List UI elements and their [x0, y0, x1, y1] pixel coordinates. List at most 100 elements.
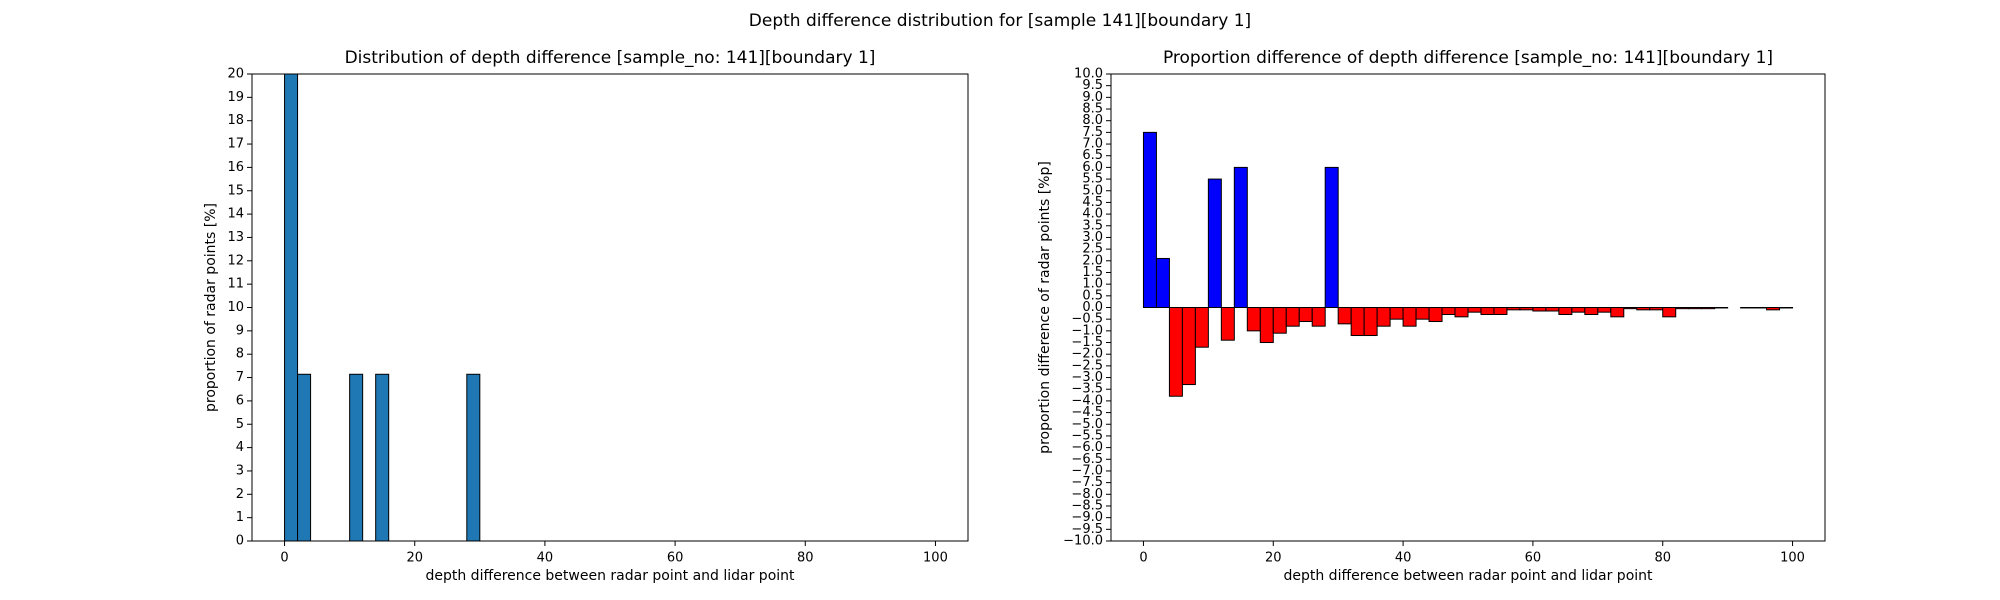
bar: [1350, 307, 1365, 337]
bar: [1688, 307, 1703, 310]
y-tick-label: 3.5: [1082, 218, 1103, 233]
y-tick-label: −9.0: [1071, 510, 1103, 525]
bar: [1246, 307, 1261, 332]
y-tick-label: −1.0: [1071, 323, 1103, 338]
y-tick-label: −4.5: [1071, 405, 1103, 420]
x-tick-label: 80: [797, 551, 814, 566]
bar: [1337, 307, 1352, 325]
y-tick-label: 19: [227, 90, 244, 105]
bar: [1415, 307, 1430, 320]
bar: [1649, 307, 1664, 311]
y-tick-label: −6.0: [1071, 440, 1103, 455]
y-tick-label: 15: [227, 183, 244, 198]
y-tick-label: −7.0: [1071, 463, 1103, 478]
bar: [1168, 307, 1183, 397]
bar: [1480, 307, 1495, 316]
x-tick-label: 40: [1395, 551, 1412, 566]
y-tick-label: 9.0: [1082, 90, 1103, 105]
y-tick-label: 20: [227, 67, 244, 82]
bar: [1441, 307, 1456, 316]
bar: [1428, 307, 1443, 323]
bar: [1636, 307, 1651, 311]
bar: [1363, 307, 1378, 337]
y-tick-label: −3.0: [1071, 370, 1103, 385]
bar: [1298, 307, 1313, 323]
y-tick-label: −0.5: [1071, 312, 1103, 327]
bar: [1207, 178, 1222, 308]
y-tick-label: 16: [227, 160, 244, 175]
bar: [1181, 307, 1196, 386]
x-tick-label: 0: [1139, 551, 1147, 566]
bar: [1233, 166, 1248, 308]
bar: [1259, 307, 1274, 344]
bar: [1545, 307, 1560, 312]
x-tick-label: 0: [280, 551, 288, 566]
bar: [349, 373, 364, 541]
figure-title: Depth difference distribution for [sampl…: [749, 11, 1251, 31]
y-tick-label: 6: [236, 393, 244, 408]
y-tick-label: −5.5: [1071, 428, 1103, 443]
bar: [1142, 131, 1157, 308]
y-tick-label: 2.5: [1082, 242, 1103, 257]
bar: [1324, 166, 1339, 308]
y-tick-label: −9.5: [1071, 522, 1103, 537]
y-tick-label: 1.5: [1082, 265, 1103, 280]
bar: [1519, 307, 1534, 311]
plot-area: [1142, 131, 1794, 397]
y-tick-label: 6.5: [1082, 148, 1103, 163]
y-tick-label: 18: [227, 113, 244, 128]
y-tick-label: 3: [236, 463, 244, 478]
y-tick-label: 3.0: [1082, 230, 1103, 245]
y-tick-label: 2.0: [1082, 253, 1103, 268]
bar: [297, 373, 312, 541]
bar: [1701, 307, 1716, 310]
y-tick-label: −4.0: [1071, 393, 1103, 408]
y-tick-label: 7.0: [1082, 137, 1103, 152]
x-tick-label: 20: [406, 551, 423, 566]
y-tick-label: 7: [236, 370, 244, 385]
y-tick-label: 8.0: [1082, 113, 1103, 128]
bar: [1623, 307, 1638, 310]
y-tick-label: 2: [236, 487, 244, 502]
bar: [1506, 307, 1521, 311]
y-tick-label: 5.5: [1082, 172, 1103, 187]
y-tick-label: 14: [227, 207, 244, 222]
bar: [1389, 307, 1404, 320]
y-tick-label: 17: [227, 137, 244, 152]
x-tick-label: 100: [1780, 551, 1805, 566]
bar: [375, 373, 390, 541]
x-tick-label: 60: [667, 551, 684, 566]
y-tick-label: 4: [236, 440, 244, 455]
bar: [1272, 307, 1287, 334]
axes-title: Proportion difference of depth differenc…: [1163, 48, 1773, 68]
x-axis-label: depth difference between radar point and…: [1283, 568, 1653, 584]
y-tick-label: 8.5: [1082, 102, 1103, 117]
y-tick-label: 5.0: [1082, 183, 1103, 198]
y-tick-label: −8.0: [1071, 487, 1103, 502]
y-tick-label: −1.5: [1071, 335, 1103, 350]
bar: [1675, 307, 1690, 310]
y-tick-label: 0.5: [1082, 288, 1103, 303]
x-tick-label: 40: [537, 551, 554, 566]
y-tick-label: 0: [236, 534, 244, 549]
x-tick-label: 20: [1265, 551, 1282, 566]
y-tick-label: 10: [227, 300, 244, 315]
x-tick-label: 100: [923, 551, 948, 566]
y-tick-label: −8.5: [1071, 498, 1103, 513]
plot-area: [284, 74, 481, 541]
bar: [1402, 307, 1417, 327]
bar: [1285, 307, 1300, 327]
bar: [1597, 307, 1612, 313]
y-tick-label: 0.0: [1082, 300, 1103, 315]
y-tick-label: 9.5: [1082, 78, 1103, 93]
x-axis-label: depth difference between radar point and…: [425, 568, 795, 584]
bar: [1376, 307, 1391, 327]
y-tick-label: 10.0: [1074, 67, 1103, 82]
bar: [1194, 307, 1209, 348]
bar: [1662, 307, 1677, 318]
y-tick-label: 7.5: [1082, 125, 1103, 140]
y-tick-label: −5.0: [1071, 417, 1103, 432]
bar: [1155, 257, 1170, 308]
y-tick-label: 1.0: [1082, 277, 1103, 292]
